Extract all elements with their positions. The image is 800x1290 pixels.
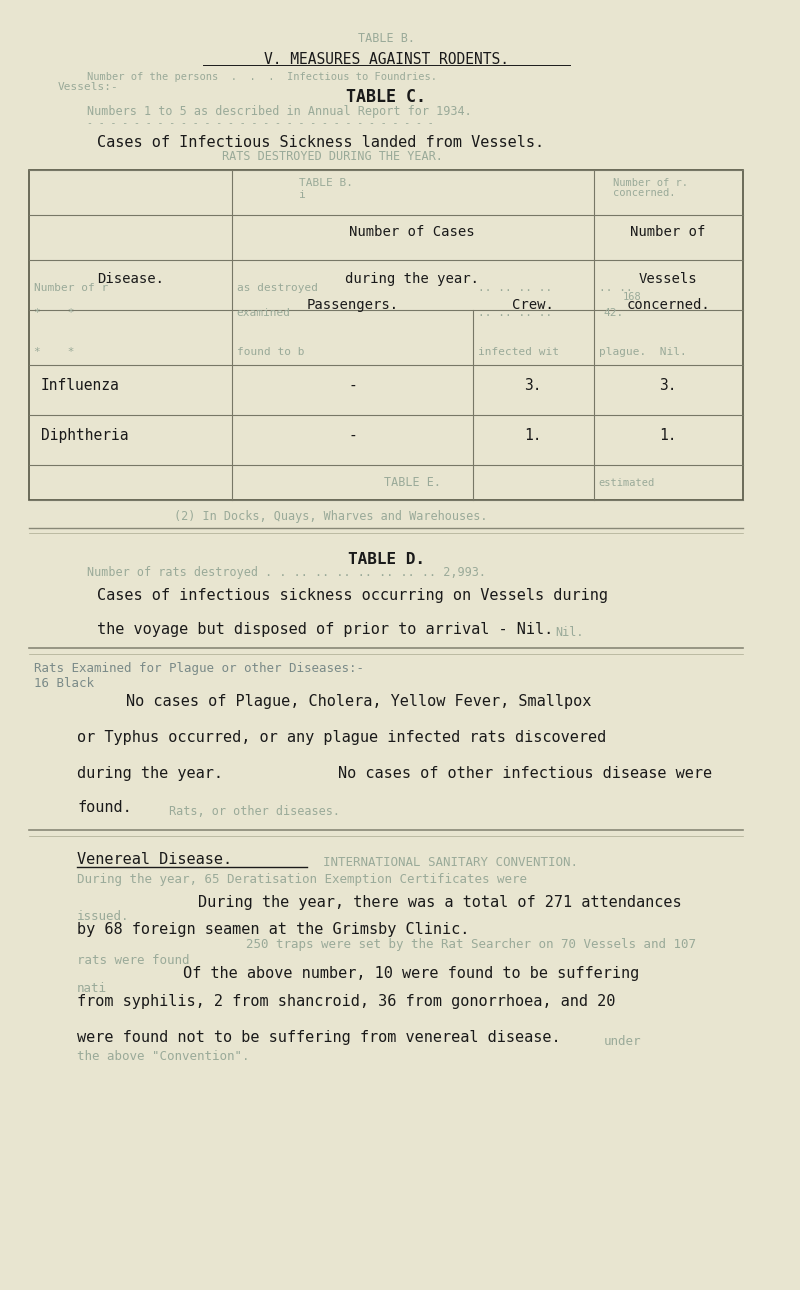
Text: 3.: 3. [659,378,677,393]
Text: Passengers.: Passengers. [306,298,398,312]
Text: Number of Cases: Number of Cases [350,224,475,239]
Text: 168: 168 [622,292,642,302]
Text: 42.: 42. [603,308,624,319]
Text: -: - [348,378,357,393]
Text: Number of the persons  .  .  .  Infectious to Foundries.: Number of the persons . . . Infectious t… [87,72,437,83]
Text: were found not to be suffering from venereal disease.: were found not to be suffering from vene… [78,1029,561,1045]
Text: Vessels: Vessels [638,272,698,286]
Text: During the year, 65 Deratisation Exemption Certificates were: During the year, 65 Deratisation Exempti… [78,873,527,886]
Text: nati: nati [78,982,107,995]
Text: Number of r: Number of r [34,283,108,293]
Text: Number of: Number of [630,224,706,239]
Text: Cases of Infectious Sickness landed from Vessels.: Cases of Infectious Sickness landed from… [97,135,544,150]
Text: During the year, there was a total of 271 attendances: During the year, there was a total of 27… [198,895,682,909]
Text: 1.: 1. [659,428,677,442]
Text: concerned.: concerned. [626,298,710,312]
Text: or Typhus occurred, or any plague infected rats discovered: or Typhus occurred, or any plague infect… [78,730,606,746]
Text: Rats, or other diseases.: Rats, or other diseases. [169,805,340,818]
Text: examined: examined [237,308,290,319]
Text: V. MEASURES AGAINST RODENTS.: V. MEASURES AGAINST RODENTS. [264,52,509,67]
Text: *    *: * * [34,347,74,357]
Text: Number of r.: Number of r. [613,178,688,188]
Text: during the year.: during the year. [78,766,223,780]
Text: 16 Black: 16 Black [34,677,94,690]
Text: Number of rats destroyed . . .. .. .. .. .. .. .. 2,993.: Number of rats destroyed . . .. .. .. ..… [87,566,486,579]
Text: TABLE B.: TABLE B. [358,32,414,45]
Text: during the year.: during the year. [346,272,479,286]
Bar [29,170,743,501]
Text: found.: found. [78,800,132,815]
Text: rats were found: rats were found [78,955,190,968]
Text: Vessels:-: Vessels:- [58,83,118,92]
Text: .. .. .. ..: .. .. .. .. [478,283,552,293]
Text: infected wit: infected wit [478,347,559,357]
Text: Numbers 1 to 5 as described in Annual Report for 1934.: Numbers 1 to 5 as described in Annual Re… [87,104,472,117]
Text: *    *: * * [34,308,74,319]
Text: No cases of Plague, Cholera, Yellow Fever, Smallpox: No cases of Plague, Cholera, Yellow Feve… [126,694,591,710]
Text: Influenza: Influenza [41,378,119,393]
Text: Of the above number, 10 were found to be suffering: Of the above number, 10 were found to be… [183,966,640,980]
Text: as destroyed: as destroyed [237,283,318,293]
Text: TABLE D.: TABLE D. [348,552,425,568]
Text: (2) In Docks, Quays, Wharves and Warehouses.: (2) In Docks, Quays, Wharves and Warehou… [174,510,487,522]
Text: .. .. .. ..: .. .. .. .. [478,308,552,319]
Text: Nil.: Nil. [555,626,584,639]
Text: 250 traps were set by the Rat Searcher on 70 Vessels and 107: 250 traps were set by the Rat Searcher o… [246,938,696,951]
Text: i: i [299,190,306,200]
Text: RATS DESTROYED DURING THE YEAR.: RATS DESTROYED DURING THE YEAR. [222,150,443,163]
Text: -: - [348,428,357,442]
Text: INTERNATIONAL SANITARY CONVENTION.: INTERNATIONAL SANITARY CONVENTION. [323,857,578,869]
Text: estimated: estimated [598,479,655,488]
Text: TABLE B.: TABLE B. [299,178,354,188]
Text: Crew.: Crew. [512,298,554,312]
Text: Venereal Disease.: Venereal Disease. [78,851,232,867]
Text: Cases of infectious sickness occurring on Vessels during: Cases of infectious sickness occurring o… [97,588,607,602]
Text: Diphtheria: Diphtheria [41,428,128,442]
Text: Rats Examined for Plague or other Diseases:-: Rats Examined for Plague or other Diseas… [34,662,364,675]
Text: by 68 foreign seamen at the Grimsby Clinic.: by 68 foreign seamen at the Grimsby Clin… [78,922,470,937]
Text: No cases of other infectious disease were: No cases of other infectious disease wer… [338,766,712,780]
Text: under: under [603,1035,641,1047]
Text: 1.: 1. [524,428,542,442]
Text: plague.  Nil.: plague. Nil. [598,347,686,357]
Text: from syphilis, 2 from shancroid, 36 from gonorrhoea, and 20: from syphilis, 2 from shancroid, 36 from… [78,995,616,1009]
Text: TABLE C.: TABLE C. [346,88,426,106]
Text: - - - - - - - - - - - - - - - - - - - - - - - - - - - - - -: - - - - - - - - - - - - - - - - - - - - … [87,117,434,128]
Text: the voyage but disposed of prior to arrival - Nil.: the voyage but disposed of prior to arri… [97,622,553,637]
Text: .. ..: .. .. [598,283,632,293]
Text: issued.: issued. [78,909,130,924]
Text: concerned.: concerned. [613,188,675,197]
Text: found to b: found to b [237,347,304,357]
Text: 3.: 3. [524,378,542,393]
Text: TABLE E.: TABLE E. [384,476,441,489]
Text: the above "Convention".: the above "Convention". [78,1050,250,1063]
Text: Disease.: Disease. [97,272,164,286]
